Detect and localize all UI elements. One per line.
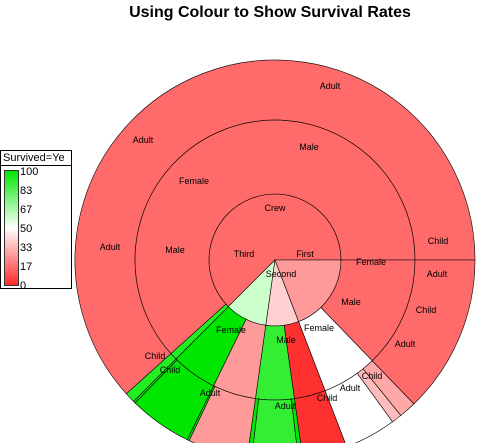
label-third-male-adult: Adult [100, 242, 121, 252]
label-first-female-adult: Adult [427, 269, 448, 279]
legend-tick-83: 83 [20, 185, 33, 197]
legend-tick-17: 17 [20, 261, 33, 273]
sunburst-labels: Crew First Second Third Male Female Female Male… [100, 81, 449, 411]
chart-title: Using Colour to Show Survival Rates [129, 4, 411, 21]
label-third-female-adult: Adult [200, 388, 221, 398]
label-second-male-adult: Adult [275, 401, 296, 411]
label-crew-male: Male [299, 142, 319, 152]
legend-tick-67: 67 [20, 204, 33, 216]
label-first-male-child: Child [416, 305, 437, 315]
label-third-female: Female [216, 325, 246, 335]
label-third-male-child: Child [145, 351, 166, 361]
label-crew-female-adult: Adult [133, 135, 154, 145]
label-first: First [296, 249, 314, 259]
color-legend: Survived=Ye 100 83 67 50 33 17 0 [0, 150, 72, 292]
legend-body: 100 83 67 50 33 17 0 [1, 166, 71, 292]
label-third: Third [234, 249, 255, 259]
legend-tick-50: 50 [20, 223, 33, 235]
label-second-female-adult: Adult [340, 383, 361, 393]
legend-tick-100: 100 [20, 166, 39, 178]
legend-title: Survived=Ye [1, 151, 71, 166]
label-second: Second [266, 269, 297, 279]
label-crew-female: Female [179, 176, 209, 186]
label-first-female-child: Child [428, 236, 449, 246]
legend-tick-0: 0 [20, 280, 27, 292]
label-third-male: Male [165, 245, 185, 255]
label-second-female: Female [304, 323, 334, 333]
sunburst-segments [74, 59, 476, 443]
label-crew: Crew [264, 203, 286, 213]
label-second-male-child: Child [317, 393, 338, 403]
legend-color-bar [4, 170, 19, 286]
label-first-male-adult: Adult [395, 339, 416, 349]
label-second-male: Male [276, 335, 296, 345]
label-first-female: Female [356, 257, 386, 267]
label-first-male: Male [341, 297, 361, 307]
legend-tick-33: 33 [20, 242, 33, 254]
label-second-female-child: Child [362, 371, 383, 381]
segment-third-male-adult [371, 259, 476, 405]
label-crew-male-adult: Adult [320, 81, 341, 91]
segment-crew-male-adult [74, 59, 476, 395]
label-third-female-child: Child [160, 365, 181, 375]
